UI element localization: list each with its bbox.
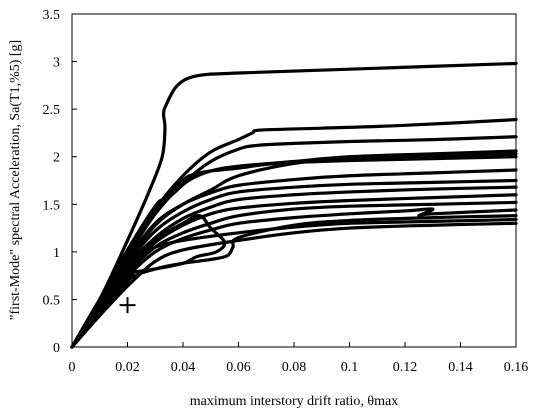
- series-line-6: [70, 155, 518, 349]
- y-tick-label: 2.5: [43, 103, 61, 118]
- x-tick-label: 0.04: [171, 360, 196, 375]
- x-tick-label: 0.14: [448, 360, 473, 375]
- y-tick-label: 1: [53, 246, 60, 261]
- y-tick-label: 0.5: [43, 293, 61, 308]
- y-tick-label: 0: [53, 341, 60, 356]
- series-line-1: [70, 61, 518, 349]
- plus-marker-3: [119, 297, 136, 314]
- x-axis-title: maximum interstory drift ratio, θmax: [190, 394, 399, 409]
- markers-group: [113, 262, 136, 314]
- x-tick-label: 0.1: [341, 360, 359, 375]
- x-tick-label: 0.08: [282, 360, 307, 375]
- y-axis-title: "first-Mode" spectral Acceleration, Sa(T…: [8, 40, 23, 320]
- x-tick-label: 0.16: [504, 360, 529, 375]
- plus-marker-1: [116, 262, 133, 279]
- plus-marker-2: [113, 274, 130, 291]
- series-line-7: [70, 168, 518, 349]
- y-tick-label: 2: [53, 151, 60, 166]
- x-tick-label: 0.06: [226, 360, 251, 375]
- x-tick-label: 0.02: [115, 360, 140, 375]
- y-tick-label: 1.5: [43, 198, 61, 213]
- x-tick-label: 0: [69, 360, 76, 375]
- series-line-4: [70, 149, 518, 349]
- y-axis: 0 0.5 1 1.5 2 2.5 3 3.5: [43, 8, 77, 356]
- y-tick-label: 3: [53, 56, 60, 71]
- x-axis: 0 0.02 0.04 0.06 0.08 0.1 0.12 0.14 0.16: [69, 342, 529, 375]
- y-tick-label: 3.5: [43, 8, 61, 23]
- series-line-16: [70, 221, 518, 349]
- x-tick-label: 0.12: [393, 360, 418, 375]
